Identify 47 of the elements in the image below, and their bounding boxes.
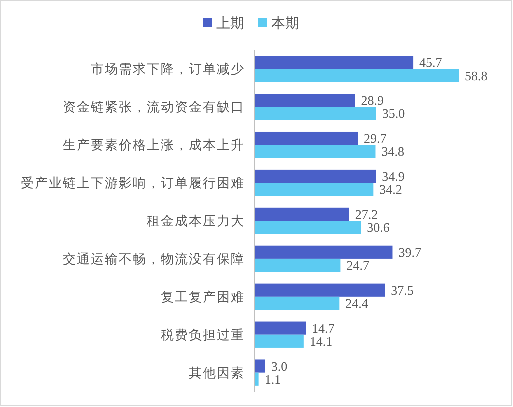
bar — [255, 284, 386, 297]
legend-label: 上期 — [216, 16, 244, 32]
data-label: 14.1 — [310, 334, 333, 349]
bar — [255, 145, 376, 158]
y-tick-label: 租金成本压力大 — [147, 214, 245, 230]
data-label: 45.7 — [420, 55, 443, 70]
bar — [255, 322, 306, 335]
bar — [255, 360, 266, 373]
bar — [255, 94, 356, 108]
data-label: 1.1 — [264, 372, 282, 387]
y-tick-label: 市场需求下降，订单减少 — [91, 62, 245, 78]
y-tick-label: 税费负担过重 — [161, 328, 245, 344]
data-label: 34.9 — [382, 169, 405, 184]
data-label: 14.7 — [312, 320, 336, 336]
data-label: 24.7 — [346, 258, 370, 274]
data-label: 29.7 — [364, 131, 388, 146]
bar — [255, 296, 340, 310]
data-label: 3.0 — [271, 358, 288, 374]
data-label: 34.8 — [382, 144, 404, 160]
bar — [255, 183, 374, 196]
bar — [255, 170, 376, 184]
data-label: 30.6 — [367, 220, 390, 236]
bar — [255, 56, 414, 70]
data-label: 27.2 — [355, 207, 378, 222]
bar — [255, 221, 362, 234]
y-tick-label: 受产业链上下游影响，订单履行困难 — [21, 176, 245, 192]
data-label: 58.8 — [465, 68, 488, 84]
bar — [255, 372, 259, 386]
y-tick-label: 生产要素价格上涨，成本上升 — [63, 138, 245, 154]
bar — [255, 132, 358, 146]
data-label: 34.2 — [380, 182, 402, 198]
y-tick-label: 交通运输不畅，物流没有保障 — [63, 252, 245, 268]
data-label: 37.5 — [391, 282, 414, 298]
bar — [255, 69, 459, 82]
bar — [255, 208, 350, 221]
y-tick-label: 复工复产困难 — [161, 290, 245, 306]
bar — [255, 246, 393, 259]
data-label: 28.9 — [361, 93, 384, 108]
data-label: 35.0 — [382, 106, 406, 122]
y-tick-label: 其他因素 — [189, 366, 245, 382]
y-tick-label: 资金链紧张，流动资金有缺口 — [63, 100, 245, 116]
legend-label: 本期 — [272, 16, 300, 32]
bar — [255, 258, 341, 272]
bar — [255, 334, 304, 348]
data-label: 39.7 — [398, 244, 422, 260]
bar — [255, 107, 376, 120]
data-label: 24.4 — [346, 296, 369, 312]
